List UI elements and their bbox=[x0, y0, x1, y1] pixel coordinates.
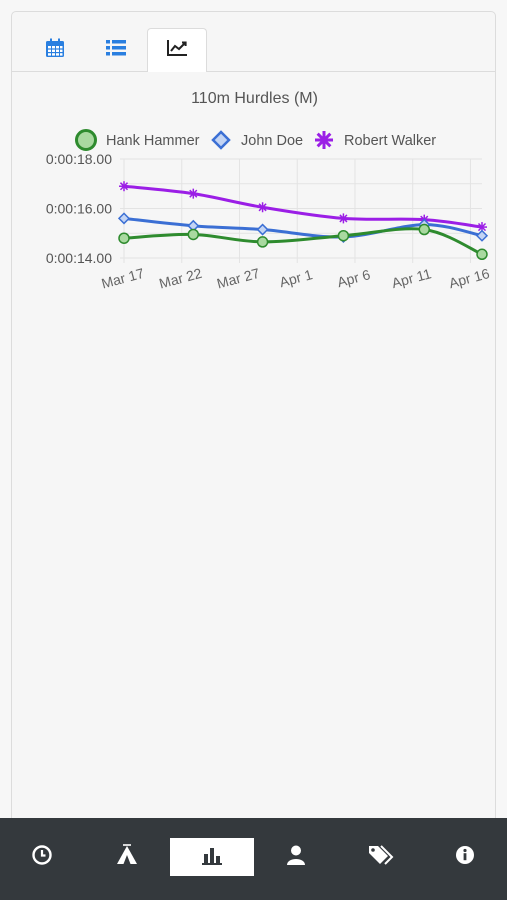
data-point bbox=[188, 188, 199, 199]
x-tick-label: Mar 22 bbox=[157, 265, 203, 292]
view-tabs bbox=[12, 12, 495, 72]
nav-athletes[interactable] bbox=[254, 838, 338, 876]
x-tick-label: Mar 27 bbox=[215, 265, 261, 292]
chart-title: 110m Hurdles (M) bbox=[191, 90, 318, 107]
x-tick-label: Apr 6 bbox=[335, 266, 372, 290]
bottom-tab-bar bbox=[0, 818, 507, 900]
clock-icon bbox=[31, 844, 53, 871]
data-point bbox=[338, 213, 349, 224]
line-chart-icon bbox=[166, 39, 188, 62]
data-point bbox=[257, 202, 268, 213]
x-tick-label: Apr 1 bbox=[278, 266, 315, 290]
tab-chart[interactable] bbox=[147, 28, 207, 72]
tab-list[interactable] bbox=[86, 28, 146, 72]
legend-marker bbox=[211, 130, 231, 150]
y-tick-label: 0:00:18.00 bbox=[46, 151, 112, 167]
legend-label: John Doe bbox=[241, 133, 303, 149]
legend-marker bbox=[75, 129, 97, 151]
series-line bbox=[123, 184, 483, 229]
data-point bbox=[256, 223, 269, 236]
data-point bbox=[418, 223, 431, 236]
tags-icon bbox=[367, 844, 395, 871]
data-point bbox=[117, 212, 131, 225]
y-tick-label: 0:00:16.00 bbox=[46, 201, 112, 217]
x-tick-label: Apr 16 bbox=[447, 265, 491, 291]
camp-icon bbox=[115, 843, 139, 871]
data-point bbox=[119, 181, 129, 192]
y-tick-label: 0:00:14.00 bbox=[46, 250, 112, 266]
data-point bbox=[256, 236, 269, 248]
bar-chart-icon bbox=[201, 845, 223, 870]
data-point bbox=[187, 228, 200, 241]
user-icon bbox=[285, 844, 307, 871]
nav-stats[interactable] bbox=[170, 838, 254, 876]
nav-tags[interactable] bbox=[339, 838, 423, 876]
calendar-icon bbox=[45, 38, 65, 63]
nav-events[interactable] bbox=[85, 838, 169, 876]
legend-label: Hank Hammer bbox=[106, 133, 200, 149]
line-chart: 0:00:14.00 0:00:16.00 0:00:18.00 Mar 17 Mar … bbox=[46, 129, 491, 292]
list-icon bbox=[105, 38, 127, 63]
data-point bbox=[475, 229, 489, 242]
data-point bbox=[337, 229, 350, 242]
tabs-divider bbox=[12, 71, 495, 72]
legend-label: Robert Walker bbox=[344, 133, 436, 149]
info-icon bbox=[455, 845, 475, 870]
legend-marker bbox=[315, 131, 333, 149]
data-point bbox=[476, 248, 488, 261]
x-tick-label: Mar 17 bbox=[100, 265, 146, 292]
nav-history[interactable] bbox=[0, 838, 84, 876]
tab-calendar[interactable] bbox=[25, 28, 85, 72]
data-point bbox=[118, 232, 130, 244]
x-tick-label: Apr 11 bbox=[390, 265, 433, 291]
nav-info[interactable] bbox=[423, 838, 507, 876]
